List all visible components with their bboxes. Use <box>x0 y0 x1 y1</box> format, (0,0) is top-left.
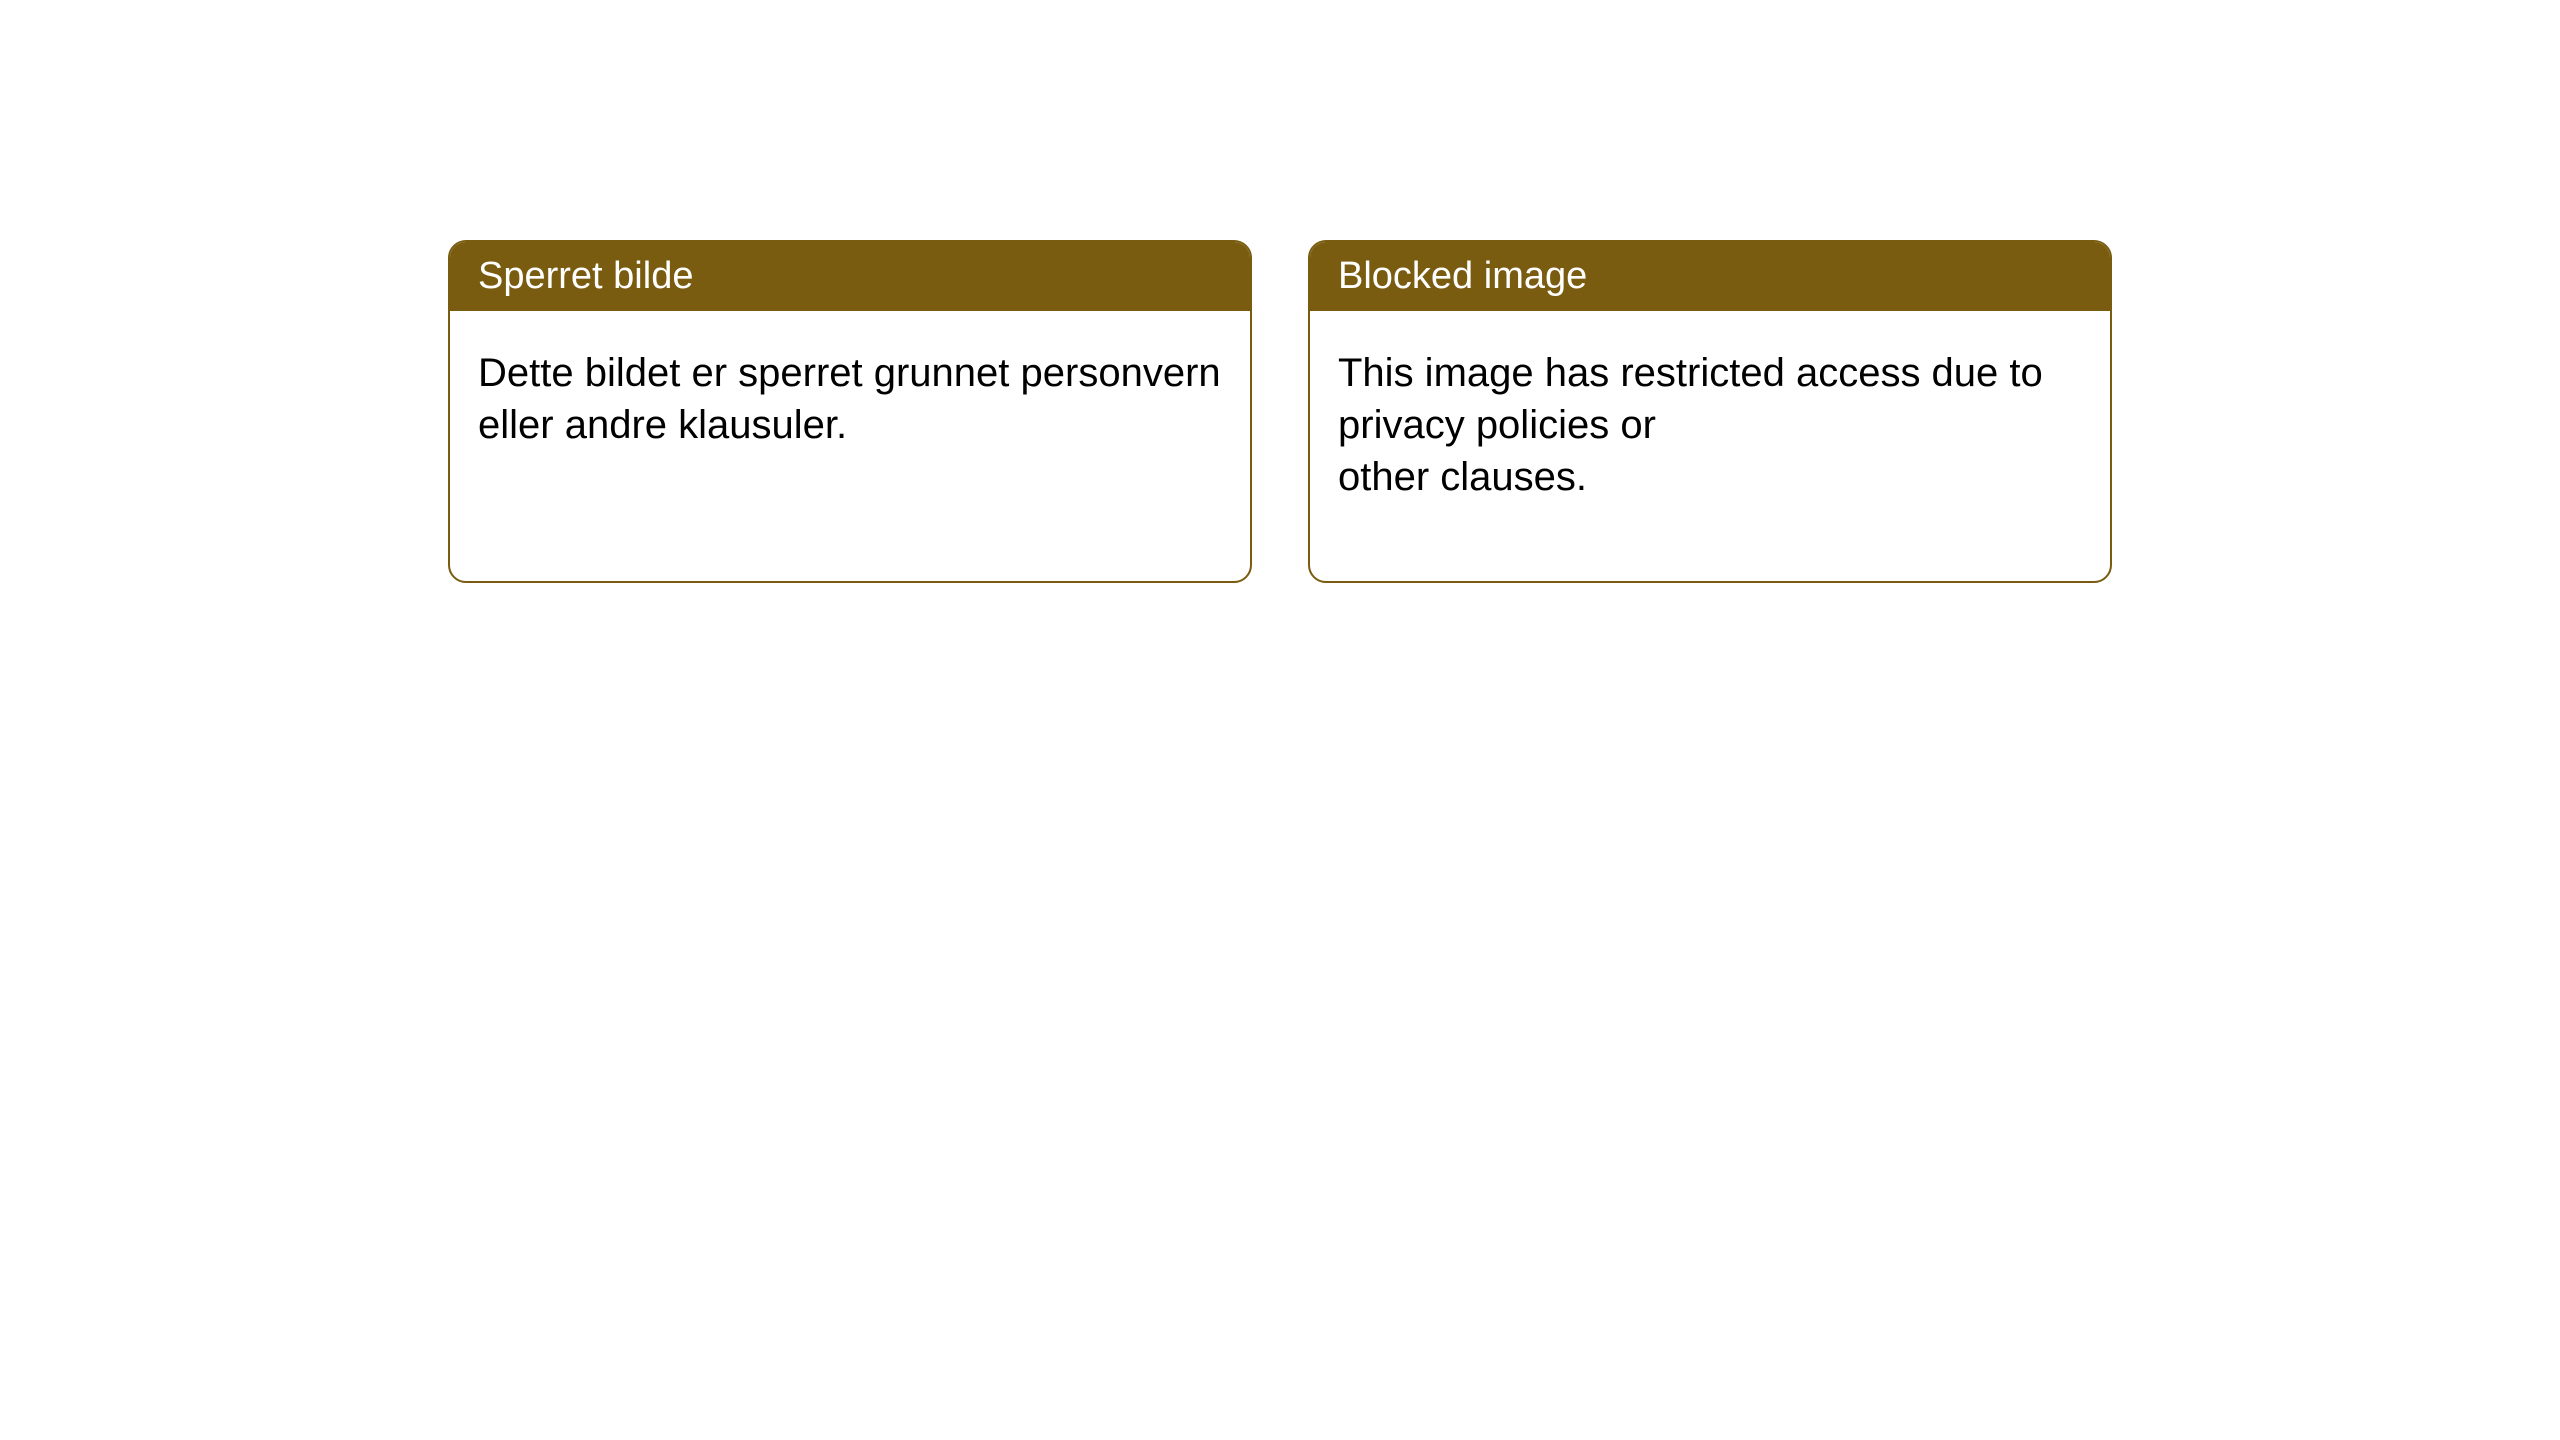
notice-card-norwegian: Sperret bilde Dette bildet er sperret gr… <box>448 240 1252 583</box>
notice-body: This image has restricted access due to … <box>1310 311 2110 581</box>
notice-title: Sperret bilde <box>450 242 1250 311</box>
notice-card-english: Blocked image This image has restricted … <box>1308 240 2112 583</box>
notice-body: Dette bildet er sperret grunnet personve… <box>450 311 1250 581</box>
notice-title: Blocked image <box>1310 242 2110 311</box>
notice-container: Sperret bilde Dette bildet er sperret gr… <box>0 0 2560 583</box>
